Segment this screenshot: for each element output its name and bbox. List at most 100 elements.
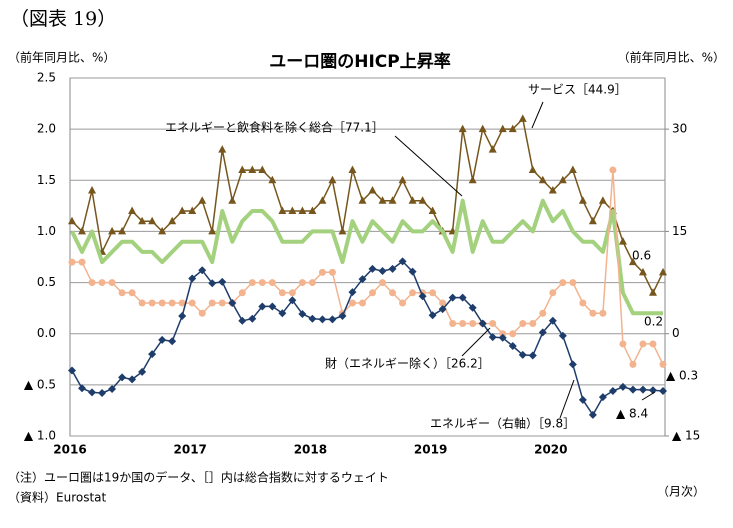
point <box>178 299 186 307</box>
point <box>158 226 167 235</box>
point <box>258 302 267 311</box>
point <box>628 257 637 266</box>
grid: 2.0 2.5 1.5 1.0 0.5 0.0 ▲ 0.5 ▲ 1.0 30 15 0 ▲ 15 201… <box>24 71 700 457</box>
point <box>198 266 207 275</box>
point <box>218 299 226 307</box>
point <box>248 279 256 287</box>
point <box>78 258 86 266</box>
point <box>278 309 287 318</box>
point <box>608 386 617 395</box>
point <box>268 302 277 311</box>
point <box>328 268 336 276</box>
y2-tick-label: 30 <box>672 122 687 136</box>
y2-tick-label: 0 <box>672 326 680 340</box>
point <box>488 145 497 153</box>
point <box>408 267 417 276</box>
point <box>609 166 617 174</box>
point <box>368 264 377 273</box>
y-tick-label: 0.0 <box>37 326 56 340</box>
point <box>118 226 127 235</box>
point <box>188 299 196 307</box>
value-label: ▲ 8.4 <box>616 407 648 421</box>
point <box>318 315 327 324</box>
point <box>348 165 357 174</box>
x-tick-label: 2020 <box>534 443 567 457</box>
point <box>538 175 547 184</box>
point <box>318 196 327 204</box>
point <box>548 186 557 194</box>
point <box>238 316 247 325</box>
point <box>418 292 427 301</box>
point <box>148 216 157 225</box>
series-label: エネルギー（右軸）［9.8］ <box>430 416 575 431</box>
point <box>528 165 537 174</box>
point <box>288 289 296 297</box>
y-tick-label: 0.5 <box>37 275 56 289</box>
point <box>528 351 537 360</box>
point <box>148 299 156 307</box>
point <box>288 296 297 305</box>
point <box>468 175 477 184</box>
point <box>338 311 347 320</box>
point <box>298 309 307 318</box>
value-label: 0.6 <box>632 249 651 263</box>
point <box>408 196 417 204</box>
point <box>469 319 477 327</box>
point <box>399 299 407 307</box>
y-tick-label: 1.5 <box>37 173 56 187</box>
point <box>208 299 216 307</box>
y-tick-label: ▲ 0.5 <box>24 377 56 391</box>
point <box>198 309 206 317</box>
point <box>378 266 387 275</box>
point <box>578 395 587 404</box>
point <box>588 216 597 225</box>
y-tick-label: ▲ 1.0 <box>24 429 56 443</box>
point <box>68 216 76 225</box>
point <box>268 175 277 184</box>
point <box>519 319 527 327</box>
arrow <box>531 101 544 129</box>
point <box>308 206 317 214</box>
chart-title: ユーロ圏のHICP上昇率 <box>269 51 451 72</box>
point <box>258 279 266 287</box>
point <box>118 373 127 382</box>
point <box>458 293 467 302</box>
point <box>518 350 527 359</box>
series-label: サービス［44.9］ <box>528 83 627 97</box>
point <box>238 289 246 297</box>
point <box>618 237 627 245</box>
point <box>559 279 567 287</box>
y-tick-label: 2.5 <box>37 71 56 85</box>
point <box>158 335 167 344</box>
point <box>459 319 467 327</box>
point <box>499 330 507 338</box>
x-tick-label: 2019 <box>414 443 447 457</box>
point <box>218 277 227 286</box>
arrow <box>559 379 575 419</box>
point <box>388 196 397 204</box>
point <box>168 337 177 346</box>
series-line <box>71 118 664 294</box>
point <box>389 289 397 297</box>
point <box>198 196 207 204</box>
point <box>458 124 467 133</box>
point <box>98 389 107 398</box>
point <box>579 299 587 307</box>
point <box>258 165 267 174</box>
point <box>619 340 627 348</box>
point <box>549 289 557 297</box>
point <box>439 299 447 307</box>
point <box>138 367 147 376</box>
point <box>448 293 457 302</box>
point <box>118 289 126 297</box>
series-label: エネルギーと飲食料を除く総合［77.1］ <box>165 120 384 135</box>
point <box>78 384 87 393</box>
point <box>348 288 357 297</box>
point <box>429 289 437 297</box>
point <box>188 206 197 214</box>
point <box>489 319 497 327</box>
point <box>538 328 547 337</box>
point <box>369 289 377 297</box>
point <box>168 299 176 307</box>
